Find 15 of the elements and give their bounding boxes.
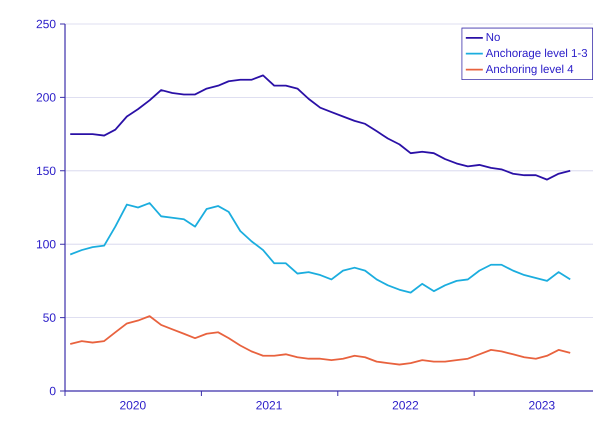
x-tick-label: 2022 (392, 401, 418, 410)
x-tick-label: 2023 (529, 401, 555, 410)
line-series (69, 202, 572, 294)
y-tick-label: 0 (50, 386, 56, 396)
legend-label: Anchorage level 1-3 (486, 48, 588, 60)
y-tick-label: 200 (36, 93, 56, 102)
y-tick-label: 100 (36, 240, 56, 248)
x-tick-label: 2021 (256, 401, 282, 410)
line-series (69, 315, 572, 366)
y-tick-label: 50 (43, 313, 56, 322)
y-tick-label: 150 (36, 166, 56, 176)
y-tick-label: 250 (36, 20, 56, 28)
legend-label: Anchoring level 4 (486, 64, 574, 76)
legend-label: No (486, 33, 500, 42)
x-tick-label: 2020 (120, 401, 146, 410)
